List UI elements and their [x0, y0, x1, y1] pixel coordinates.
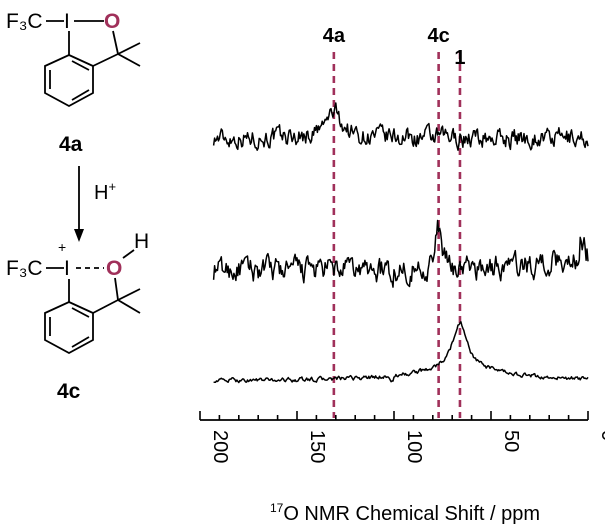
methyl-bond-2	[117, 299, 141, 314]
spectrum-trace-2	[212, 219, 589, 288]
oxygen-atom: O	[106, 257, 122, 280]
bond-o-h	[122, 249, 135, 259]
iodine-atom: I	[64, 257, 70, 280]
marker-label-4c: 4c	[427, 25, 449, 47]
methyl-bond-1	[117, 288, 141, 301]
oxygen-atom: O	[104, 10, 120, 33]
iodine-charge: +	[58, 239, 66, 255]
double-bond	[71, 89, 90, 101]
nmr-spectrum: 4a 4c1 200 150 100 50 0 17O NMR Chemical Shif…	[199, 25, 605, 525]
x-tick-label: 0	[597, 430, 605, 441]
reference-guides: 4a 4c1	[323, 25, 466, 418]
methyl-bond-1	[117, 42, 141, 55]
spectrum-trace-1	[212, 102, 589, 151]
double-bond	[71, 307, 90, 318]
compound-label-4c: 4c	[57, 380, 81, 403]
bond-o-c	[114, 277, 119, 301]
spectrum-trace-3	[213, 321, 589, 384]
x-tick-label: 50	[500, 430, 522, 452]
cf3-group: F₃C	[6, 10, 43, 33]
marker-label-4a: 4a	[323, 25, 346, 47]
spectrum-traces	[212, 102, 589, 384]
bond-c-aryl	[92, 299, 119, 314]
bond-o-c	[112, 30, 119, 55]
x-axis-label: 17O NMR Chemical Shift / ppm	[270, 501, 540, 525]
x-tick-label: 200	[209, 430, 231, 463]
structure-4a: F₃C I O 4a	[6, 10, 141, 156]
double-bond	[71, 60, 90, 71]
arrow-head	[74, 229, 84, 242]
x-tick-label: 100	[403, 430, 425, 463]
structure-4c: F₃C I + O H 4c	[6, 230, 149, 403]
cf3-group: F₃C	[6, 257, 43, 280]
hydrogen-atom: H	[134, 230, 149, 253]
reagent-label: H+	[94, 179, 116, 204]
marker-label-1: 1	[454, 47, 465, 69]
double-bond	[71, 336, 90, 348]
benzene-ring	[44, 301, 94, 355]
benzene-ring	[44, 54, 94, 108]
x-axis: 200 150 100 50 0	[199, 411, 605, 463]
bond-c-aryl	[92, 53, 119, 67]
compound-label-4a: 4a	[59, 133, 83, 156]
x-tick-label: 150	[306, 430, 328, 463]
reaction-arrow: H+	[74, 166, 116, 242]
methyl-bond-2	[117, 53, 141, 67]
iodine-atom: I	[64, 10, 70, 33]
